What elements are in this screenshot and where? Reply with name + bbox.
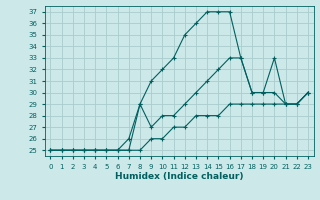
X-axis label: Humidex (Indice chaleur): Humidex (Indice chaleur) [115, 172, 244, 181]
